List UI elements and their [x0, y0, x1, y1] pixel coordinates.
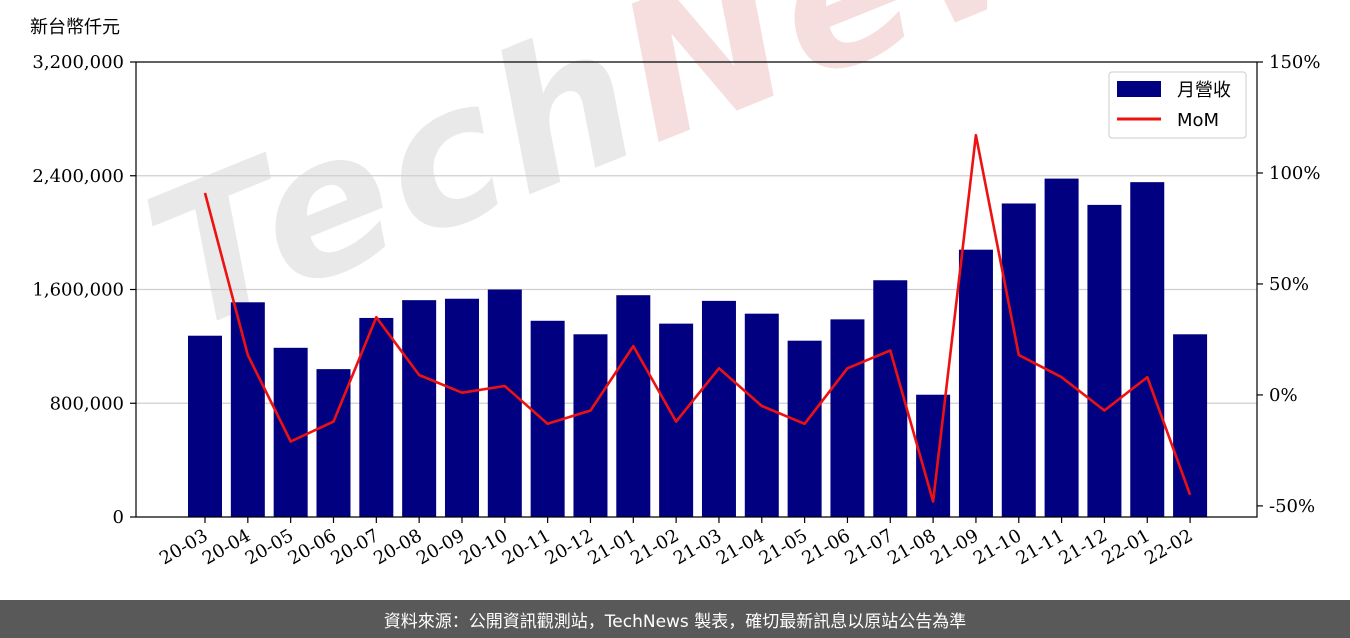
mom-line — [203, 133, 1192, 503]
legend: 月營收 MoM — [1108, 71, 1247, 139]
x-tick-label: 20-04 — [199, 525, 254, 569]
bars — [188, 178, 1208, 517]
left-tick-label: 0 — [113, 507, 124, 528]
legend-bar-swatch — [1117, 81, 1161, 97]
x-tick-label: 21-11 — [1013, 525, 1068, 569]
right-tick-label: 50% — [1269, 274, 1309, 295]
bar-21-03 — [701, 300, 736, 517]
x-tick-label: 20-10 — [456, 525, 511, 569]
x-tick-label: 21-09 — [927, 525, 982, 569]
bar-21-04 — [744, 313, 779, 517]
left-tick-label: 800,000 — [50, 393, 124, 414]
revenue-chart: 新台幣仟元 0 800,000 1,600,000 2,400,000 3,200,00… — [30, 17, 1320, 569]
x-tick-label: 20-05 — [242, 525, 297, 569]
right-tick-label: -50% — [1269, 496, 1315, 517]
bar-20-12 — [573, 334, 608, 517]
x-tick-label: 21-03 — [670, 525, 725, 569]
footer-source-note: 資料來源：公開資訊觀測站，TechNews 製表，確切最新訊息以原站公告為準 — [0, 600, 1350, 638]
x-tick-label: 21-10 — [970, 525, 1025, 569]
bar-21-07 — [873, 280, 908, 517]
x-tick-label: 21-12 — [1055, 525, 1110, 569]
bar-20-04 — [230, 302, 265, 517]
x-tick-label: 22-02 — [1141, 525, 1196, 569]
x-tick-label: 21-07 — [841, 525, 896, 569]
bar-20-03 — [188, 335, 222, 517]
x-tick-label: 20-09 — [413, 525, 468, 569]
bar-21-11 — [1044, 178, 1079, 517]
y-unit-label: 新台幣仟元 — [30, 17, 120, 38]
bar-21-06 — [830, 319, 865, 517]
right-tick-label: 0% — [1269, 385, 1298, 406]
bar-22-01 — [1130, 182, 1165, 517]
left-tick-label: 2,400,000 — [32, 166, 124, 187]
axes: 0 800,000 1,600,000 2,400,000 3,200,000 -50% 0… — [32, 52, 1320, 569]
x-tick-label: 21-05 — [756, 525, 811, 569]
bar-21-01 — [616, 295, 651, 517]
bar-20-05 — [273, 347, 308, 517]
bar-20-08 — [402, 300, 437, 517]
right-tick-label: 150% — [1269, 52, 1320, 73]
bar-22-02 — [1173, 334, 1208, 517]
bar-20-09 — [444, 298, 479, 517]
right-tick-label: 100% — [1269, 163, 1320, 184]
bar-20-10 — [487, 289, 522, 517]
x-tick-label: 20-12 — [542, 525, 597, 569]
x-tick-label: 20-11 — [499, 525, 554, 569]
bar-21-05 — [787, 340, 822, 517]
x-tick-label: 21-08 — [884, 525, 939, 569]
x-tick-label: 21-01 — [584, 525, 639, 569]
x-tick-label: 20-07 — [327, 525, 382, 569]
legend-label-mom: MoM — [1177, 110, 1219, 131]
x-tick-label: 21-04 — [713, 525, 768, 569]
bar-20-07 — [359, 317, 394, 517]
x-tick-label: 20-08 — [370, 525, 425, 569]
bar-21-09 — [958, 249, 993, 517]
x-tick-label: 22-01 — [1098, 525, 1153, 569]
x-tick-label: 21-02 — [627, 525, 682, 569]
legend-label-revenue: 月營收 — [1177, 80, 1231, 101]
x-tick-label: 21-06 — [799, 525, 854, 569]
left-tick-label: 3,200,000 — [32, 52, 124, 73]
left-tick-label: 1,600,000 — [32, 280, 124, 301]
mom-line-layer — [203, 133, 1192, 503]
bar-21-12 — [1087, 204, 1122, 517]
bar-20-11 — [530, 320, 565, 517]
x-tick-label: 20-03 — [156, 525, 211, 569]
x-tick-label: 20-06 — [285, 525, 340, 569]
